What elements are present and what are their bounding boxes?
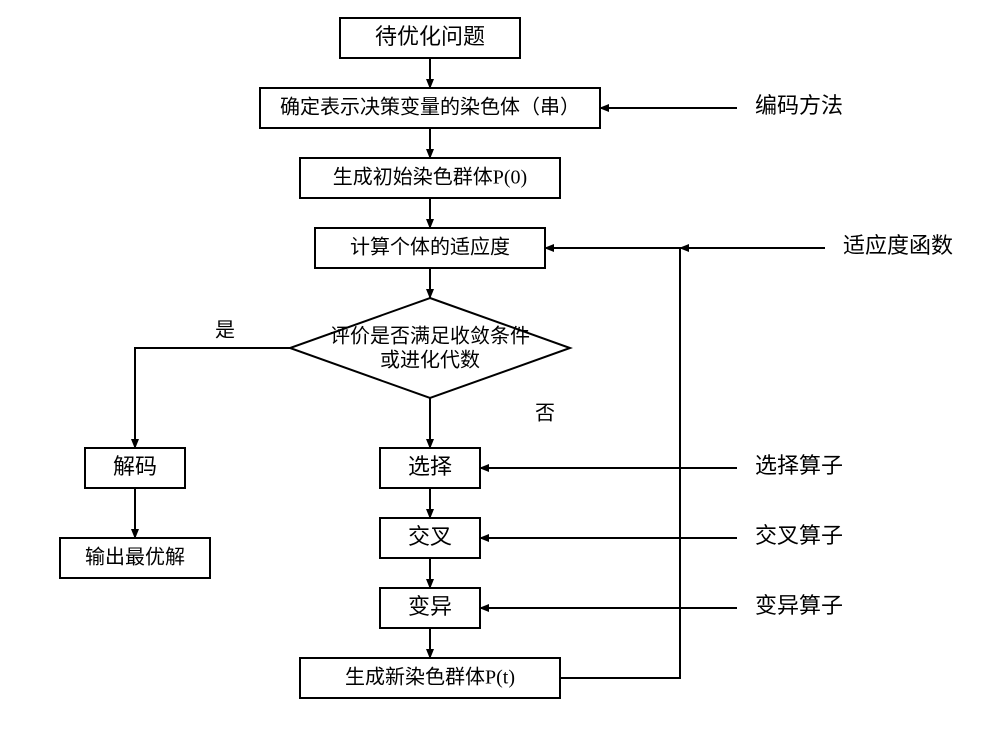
node-label-n5-1: 评价是否满足收敛条件 xyxy=(330,325,530,348)
node-n5 xyxy=(290,298,570,398)
node-label-n6: 选择 xyxy=(408,454,452,479)
node-label-n11: 输出最优解 xyxy=(85,546,185,569)
side-label-1: 适应度函数 xyxy=(843,233,953,258)
node-label-n7: 交叉 xyxy=(408,524,452,549)
side-label-0: 编码方法 xyxy=(755,93,843,118)
label-yes: 是 xyxy=(215,320,235,342)
node-label-n9: 生成新染色群体P(t) xyxy=(345,666,515,689)
side-label-4: 变异算子 xyxy=(755,593,843,618)
node-label-n10: 解码 xyxy=(113,454,157,479)
side-label-3: 交叉算子 xyxy=(755,523,843,548)
node-label-n1: 待优化问题 xyxy=(375,24,485,49)
edge-yes-branch xyxy=(135,348,290,448)
node-label-n5-2: 或进化代数 xyxy=(380,349,480,372)
node-label-n4: 计算个体的适应度 xyxy=(350,236,510,259)
edge-loop-back xyxy=(545,248,680,678)
node-label-n8: 变异 xyxy=(408,594,452,619)
node-label-n3: 生成初始染色群体P(0) xyxy=(333,166,527,189)
node-label-n2: 确定表示决策变量的染色体（串） xyxy=(280,96,580,119)
label-no: 否 xyxy=(535,403,555,425)
flowchart-canvas: 待优化问题确定表示决策变量的染色体（串） 生成初始染色群体P(0) 计算个体的适应度… xyxy=(0,0,1000,749)
side-label-2: 选择算子 xyxy=(755,453,843,478)
